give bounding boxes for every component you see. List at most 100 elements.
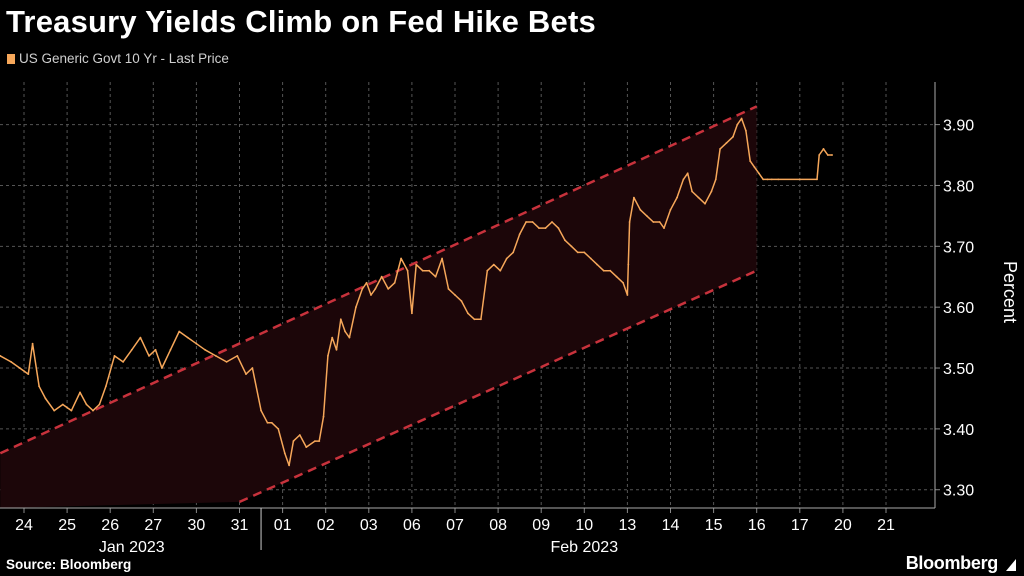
x-tick-label: 17 <box>791 517 809 534</box>
brand-mark-icon <box>1006 559 1016 571</box>
y-tick-label: 3.80 <box>943 178 974 195</box>
data-point <box>154 348 157 351</box>
data-point <box>105 385 107 388</box>
data-point <box>53 409 56 412</box>
x-tick-label: 10 <box>575 517 593 534</box>
month-label: Jan 2023 <box>99 539 165 556</box>
data-point <box>518 233 521 236</box>
data-point <box>822 148 825 150</box>
x-tick-label: 03 <box>360 517 378 534</box>
x-tick-label: 31 <box>231 517 249 534</box>
data-point <box>492 263 495 266</box>
data-point <box>38 385 40 388</box>
x-tick-label: 08 <box>489 517 507 534</box>
data-point <box>148 355 150 357</box>
data-point <box>570 245 573 248</box>
data-point <box>277 428 280 430</box>
data-point <box>551 221 553 223</box>
x-tick-label: 13 <box>619 517 637 534</box>
data-point <box>615 275 618 278</box>
data-point <box>348 336 351 339</box>
data-point <box>473 318 476 321</box>
x-tick-label: 24 <box>15 517 33 534</box>
data-point <box>645 215 648 217</box>
data-point <box>725 142 728 144</box>
data-point <box>710 190 713 193</box>
data-point <box>204 348 206 351</box>
data-point <box>831 154 833 156</box>
data-point <box>214 355 217 357</box>
data-point <box>669 208 672 211</box>
x-tick-label: 16 <box>748 517 766 534</box>
channel-lower-line <box>238 269 758 504</box>
data-point <box>538 227 540 230</box>
data-point <box>327 355 329 357</box>
data-point <box>365 281 368 284</box>
x-tick-label: 30 <box>188 517 206 534</box>
data-point <box>270 421 273 424</box>
y-tick-label: 3.40 <box>943 422 974 439</box>
data-point <box>178 330 181 333</box>
channel-fill <box>0 106 757 508</box>
data-point <box>380 275 383 278</box>
data-point <box>441 257 443 260</box>
data-point <box>777 178 780 181</box>
x-tick-label: 06 <box>403 517 421 534</box>
data-point <box>331 336 334 339</box>
data-point <box>122 361 124 363</box>
data-point <box>818 154 821 156</box>
data-point <box>85 403 88 406</box>
data-point <box>305 446 308 448</box>
data-point <box>719 148 721 150</box>
data-point <box>298 434 301 436</box>
data-point <box>0 355 2 357</box>
x-tick-label: 26 <box>101 517 119 534</box>
y-tick-label: 3.90 <box>943 118 974 135</box>
source-note: Source: Bloomberg <box>6 557 132 572</box>
channel-upper-line <box>0 105 758 455</box>
series-line <box>0 117 833 467</box>
data-point <box>283 452 286 455</box>
data-point <box>245 373 247 375</box>
data-point <box>79 391 81 394</box>
x-tick-label: 07 <box>446 517 464 534</box>
legend-label: US Generic Govt 10 Yr - Last Price <box>19 51 229 66</box>
data-point <box>44 397 47 400</box>
data-point <box>544 227 547 230</box>
data-point <box>10 361 13 363</box>
data-point <box>714 178 717 181</box>
data-point <box>749 160 752 163</box>
x-tick-label: 09 <box>532 517 550 534</box>
data-point <box>406 269 409 272</box>
data-point <box>139 336 142 339</box>
data-point <box>61 403 64 406</box>
x-tick-label: 20 <box>834 517 852 534</box>
data-point <box>704 202 706 205</box>
y-tick-label: 3.60 <box>943 300 974 317</box>
data-point <box>663 227 665 230</box>
data-point <box>387 288 390 290</box>
data-point <box>236 355 239 357</box>
data-point <box>499 269 502 272</box>
data-point <box>169 348 172 351</box>
data-point <box>682 178 685 181</box>
data-point <box>467 312 469 315</box>
data-point <box>576 251 579 254</box>
data-point <box>602 269 605 272</box>
data-point <box>225 361 228 363</box>
data-point <box>732 135 734 138</box>
y-tick-label: 3.50 <box>943 361 974 378</box>
data-point <box>676 196 678 199</box>
data-point <box>415 263 418 266</box>
data-point <box>627 263 630 266</box>
data-point <box>288 464 290 467</box>
data-point <box>628 221 631 223</box>
data-point <box>70 409 73 412</box>
data-point <box>770 178 773 181</box>
data-point <box>762 178 765 181</box>
trend-channel <box>0 105 758 508</box>
data-point <box>355 306 357 309</box>
data-point <box>658 221 661 223</box>
data-point <box>460 300 463 302</box>
brand-logo: Bloomberg <box>905 553 999 573</box>
